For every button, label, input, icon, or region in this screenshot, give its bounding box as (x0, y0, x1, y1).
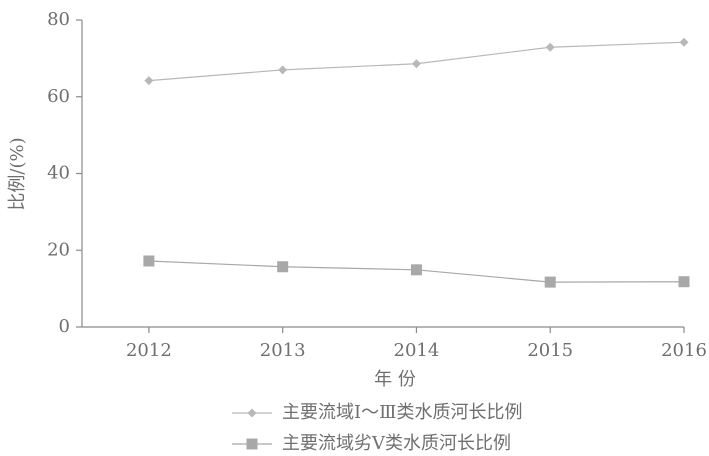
y-tick-label: 20 (47, 239, 70, 260)
data-point (411, 59, 421, 69)
data-point (144, 76, 154, 86)
x-tick-label: 2012 (126, 340, 172, 361)
x-axis-label: 年 份 (374, 369, 416, 390)
data-point (544, 276, 556, 288)
data-point (410, 264, 422, 276)
x-tick-label: 2014 (394, 340, 440, 361)
legend-label: 主要流域Ⅰ～Ⅲ类水质河长比例 (282, 402, 522, 423)
y-tick-label: 0 (59, 316, 70, 337)
data-point (278, 65, 288, 75)
x-tick-label: 2016 (661, 340, 707, 361)
y-axis-label: 比例/(%) (7, 137, 28, 210)
data-point (277, 261, 289, 273)
data-point (678, 276, 690, 288)
legend-label: 主要流域劣Ⅴ类水质河长比例 (282, 433, 511, 454)
legend-marker (246, 438, 258, 450)
data-point (143, 255, 155, 267)
x-tick-label: 2015 (527, 340, 573, 361)
y-tick-label: 60 (47, 86, 70, 107)
y-tick-label: 40 (47, 163, 70, 184)
data-point (545, 42, 555, 52)
x-tick-label: 2013 (260, 340, 306, 361)
legend-marker (247, 408, 257, 418)
data-point (679, 37, 689, 47)
y-tick-label: 80 (47, 9, 70, 30)
